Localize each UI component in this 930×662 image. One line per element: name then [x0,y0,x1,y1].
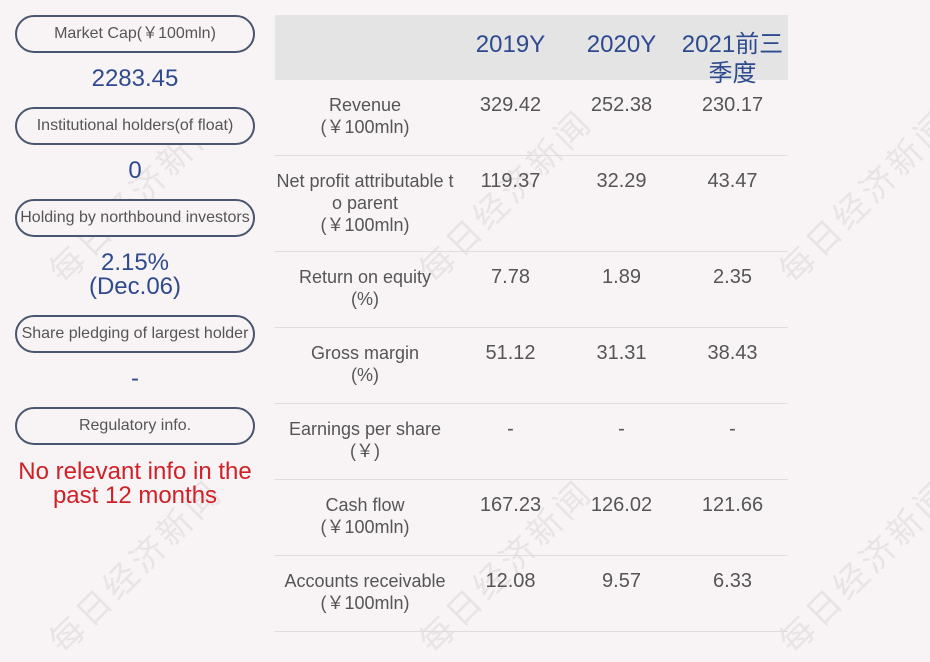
table-cell: 329.42 [479,94,542,116]
table-header: 2019Y 2020Y 2021前三 季度 [275,15,788,87]
row-label: Cash flow (￥100mln) [275,494,455,538]
table-cell: 31.31 [596,342,647,364]
row-label-unit: (￥) [350,441,380,461]
table-cell: 6.33 [713,570,752,592]
row-label-text: Earnings per share [288,419,442,439]
column-header: 2020Y [586,31,657,58]
table-row: Revenue (￥100mln) 329.42 252.38 230.17 [275,80,788,156]
regulatory-info-label: Regulatory info. [15,407,255,445]
table-cell: 230.17 [701,94,764,116]
table-cell: 51.12 [485,342,536,364]
table-cell: 167.23 [479,494,542,516]
watermark: 每日经济新闻 [771,102,930,292]
row-label-text: Gross margin [310,343,420,363]
row-label-text: Cash flow [325,495,405,515]
table-row: Return on equity (%) 7.78 1.89 2.35 [275,252,788,328]
financials-table: 2019Y 2020Y 2021前三 季度 Revenue (￥100mln) … [275,15,788,632]
table-cell: 7.78 [491,266,530,288]
northbound-holding-label: Holding by northbound investors [15,199,255,237]
table-cell: - [507,418,514,440]
row-label: Return on equity (%) [275,266,455,310]
table-cell: 119.37 [480,170,541,192]
summary-panel: Market Cap(￥100mln) 2283.45 Institutiona… [15,15,255,508]
row-label-unit: (%) [351,365,379,385]
table-row: Earnings per share (￥) - - - [275,404,788,480]
row-label: Net profit attributable t o parent (￥100… [275,170,455,236]
market-cap-label: Market Cap(￥100mln) [15,15,255,53]
table-row: Accounts receivable (￥100mln) 12.08 9.57… [275,556,788,632]
row-label-unit: (￥100mln) [320,117,410,137]
row-label: Accounts receivable (￥100mln) [275,570,455,614]
share-pledging-value: - [131,365,139,392]
institutional-holders-label: Institutional holders(of float) [15,107,255,145]
northbound-holding-value: 2.15% [100,249,170,276]
table-cell: 38.43 [707,342,758,364]
table-cell: 12.08 [485,570,536,592]
column-header: 2019Y [475,31,546,58]
row-label-text: Return on equity [298,267,432,287]
share-pledging-label: Share pledging of largest holder [15,315,255,353]
northbound-holding-date: (Dec.06) [88,273,182,300]
row-label-text: o parent [331,193,399,213]
row-label-text: Accounts receivable [284,571,446,591]
row-label: Revenue (￥100mln) [275,94,455,138]
table-cell: 252.38 [590,94,653,116]
column-header: 2021前三 季度 [681,31,784,87]
table-cell: - [618,418,625,440]
row-label-text: Net profit attributable t [276,171,454,191]
regulatory-info-value: No relevant info in the [18,458,252,485]
table-cell: 43.47 [707,170,758,192]
row-label-unit: (￥100mln) [320,593,410,613]
table-cell: 32.29 [596,170,647,192]
row-label-unit: (￥100mln) [320,215,410,235]
row-label: Earnings per share (￥) [275,418,455,462]
market-cap-value: 2283.45 [91,65,179,92]
table-cell: 9.57 [602,570,641,592]
regulatory-info-value-cont: past 12 months [52,482,218,509]
row-label-text: Revenue [328,95,402,115]
table-row: Cash flow (￥100mln) 167.23 126.02 121.66 [275,480,788,556]
institutional-holders-value: 0 [128,157,142,184]
row-label-unit: (￥100mln) [320,517,410,537]
row-label: Gross margin (%) [275,342,455,386]
table-row: Gross margin (%) 51.12 31.31 38.43 [275,328,788,404]
table-cell: 121.66 [701,494,764,516]
row-label-unit: (%) [351,289,379,309]
table-cell: 1.89 [602,266,641,288]
table-cell: 126.02 [590,494,653,516]
watermark: 每日经济新闻 [771,472,930,662]
table-cell: 2.35 [713,266,752,288]
table-row: Net profit attributable t o parent (￥100… [275,156,788,252]
table-cell: - [729,418,736,440]
